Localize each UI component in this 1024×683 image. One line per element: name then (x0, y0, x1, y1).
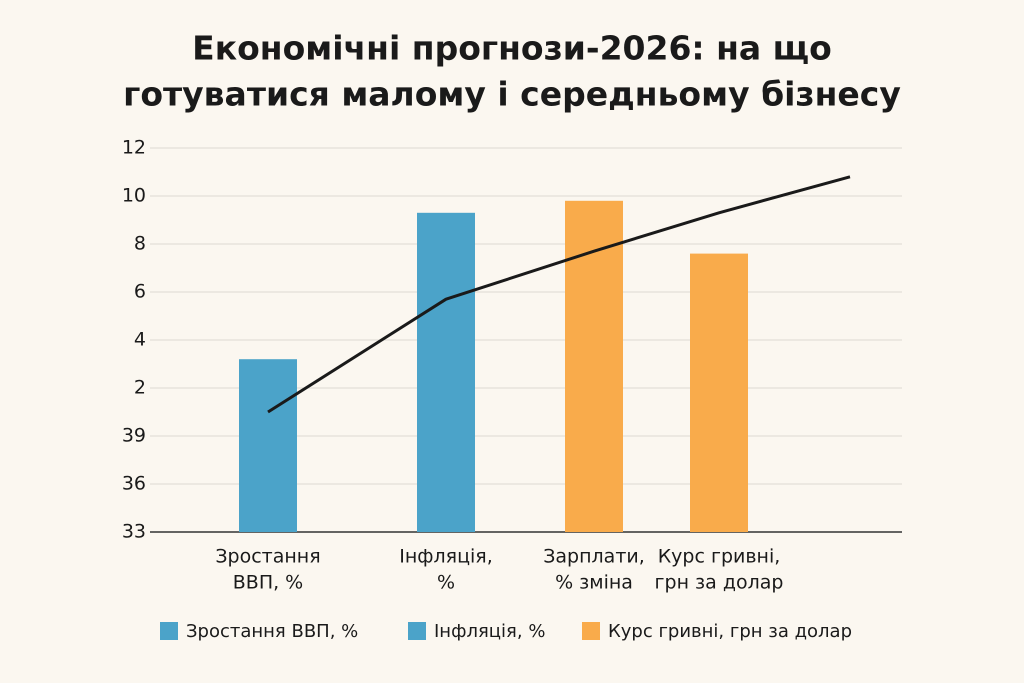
y-tick-label: 8 (134, 233, 146, 255)
bar (239, 359, 297, 532)
y-tick-label: 39 (122, 425, 146, 447)
x-tick-label: Зростання (215, 546, 320, 568)
legend-label: Курс гривні, грн за долар (608, 621, 852, 642)
x-tick-label: % зміна (555, 572, 633, 594)
x-tick-label: Курс гривні, (658, 546, 781, 568)
legend-swatch (582, 622, 600, 640)
x-tick-label: Зарплати, (543, 546, 645, 568)
x-tick-label: грн за долар (655, 572, 784, 594)
y-tick-label: 33 (122, 521, 146, 543)
y-tick-label: 10 (122, 185, 146, 207)
legend-swatch (408, 622, 426, 640)
y-tick-label: 4 (134, 329, 146, 351)
x-tick-label: ВВП, % (233, 572, 304, 594)
chart-title: готуватися малому і середньому бізнесу (123, 75, 901, 114)
y-tick-label: 12 (122, 137, 146, 159)
legend-label: Зростання ВВП, % (186, 621, 358, 642)
chart-title: Економічні прогнози-2026: на що (192, 29, 832, 68)
legend-swatch (160, 622, 178, 640)
x-tick-label: Інфляція, (399, 546, 493, 568)
line (267, 175, 851, 414)
y-tick-label: 6 (134, 281, 146, 303)
y-tick-label: 36 (122, 473, 146, 495)
bar (690, 253, 748, 532)
bar (417, 212, 475, 533)
y-tick-label: 2 (134, 377, 146, 399)
x-tick-label: % (437, 572, 455, 594)
legend-label: Інфляція, % (434, 621, 545, 642)
